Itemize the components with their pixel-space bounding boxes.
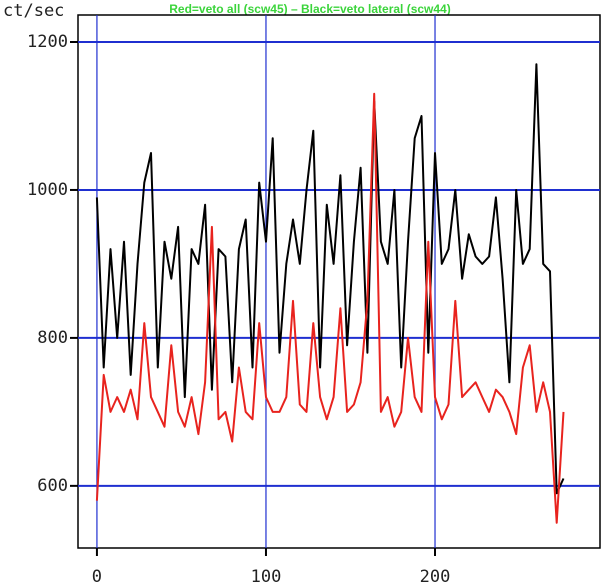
x-tick-label: 100: [251, 567, 282, 587]
plot-frame: [77, 14, 601, 549]
y-tick-label: 1200: [27, 32, 68, 52]
x-tick-label: 200: [420, 567, 451, 587]
series-line: [95, 92, 565, 524]
y-axis-label: ct/sec: [3, 1, 64, 21]
series-line: [95, 63, 565, 495]
y-tick-label: 600: [37, 476, 68, 496]
chart-title: Red=veto all (scw45) – Black=veto latera…: [169, 2, 450, 16]
x-tick-label: 0: [92, 567, 102, 587]
y-tick-label: 1000: [27, 180, 68, 200]
y-tick-label: 800: [37, 328, 68, 348]
